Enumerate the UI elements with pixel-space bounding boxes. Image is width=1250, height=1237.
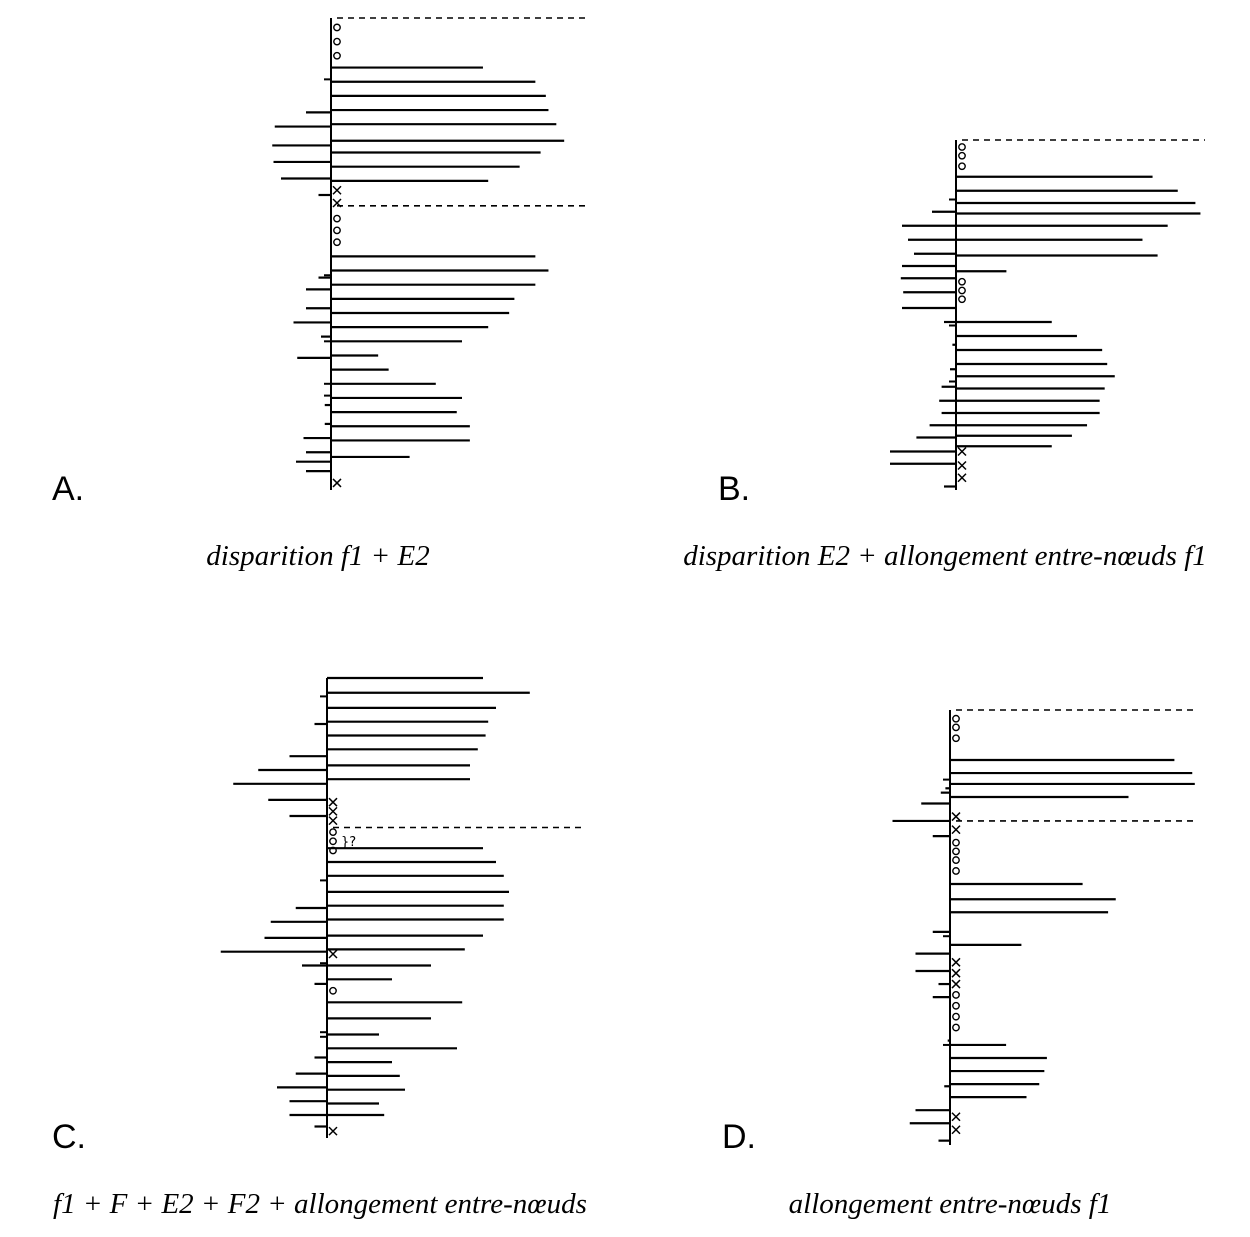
panel-d: D. allongement entre-nœuds f1	[722, 709, 1195, 1220]
circle-marker	[333, 23, 341, 32]
circle-marker	[958, 277, 966, 286]
circle-marker	[952, 734, 960, 743]
circle-marker	[952, 714, 960, 723]
circle-marker	[952, 847, 960, 856]
circle-marker	[329, 837, 337, 846]
circle-marker	[952, 856, 960, 864]
circle-marker	[952, 838, 960, 847]
panel-b-caption: disparition E2 + allongement entre-nœuds…	[683, 540, 1207, 572]
cross-marker	[951, 825, 961, 835]
cross-marker	[332, 185, 342, 195]
cross-marker	[328, 1126, 338, 1136]
cross-marker	[951, 1125, 961, 1135]
panel-a-caption: disparition f1 + E2	[206, 540, 429, 572]
circle-marker	[329, 986, 337, 995]
cross-marker	[951, 957, 961, 967]
cross-marker	[332, 478, 342, 488]
circle-marker	[952, 723, 960, 732]
panel-c-caption: f1 + F + E2 + F2 + allongement entre-nœu…	[53, 1188, 587, 1220]
cross-marker	[328, 816, 338, 826]
cross-marker	[328, 949, 338, 959]
circle-marker	[958, 295, 966, 304]
panel-d-diagram	[892, 709, 1195, 1145]
panel-c-letter: C.	[52, 1118, 86, 1156]
cross-marker	[328, 806, 338, 816]
circle-marker	[333, 37, 341, 46]
cross-marker	[957, 460, 967, 471]
circle-marker	[958, 286, 966, 295]
circle-marker	[333, 238, 341, 247]
circle-marker	[329, 846, 337, 855]
cross-marker	[951, 979, 961, 989]
cross-marker	[328, 797, 338, 807]
cross-marker	[951, 812, 961, 822]
cross-marker	[957, 446, 967, 457]
panel-b-diagram	[890, 139, 1205, 490]
panel-d-caption: allongement entre-nœuds f1	[789, 1188, 1112, 1220]
circle-marker	[952, 1023, 960, 1032]
circle-marker	[958, 143, 966, 151]
circle-marker	[952, 1001, 960, 1010]
panel-d-letter: D.	[722, 1118, 756, 1156]
circle-marker	[333, 214, 341, 223]
circle-marker	[958, 162, 966, 171]
cross-marker	[951, 968, 961, 978]
circle-marker	[952, 991, 960, 999]
bracket-annotation: }?	[341, 835, 356, 850]
circle-marker	[329, 828, 337, 836]
circle-marker	[958, 151, 966, 160]
panel-b-letter: B.	[718, 470, 750, 508]
panel-a-diagram	[272, 17, 590, 490]
cross-marker	[332, 198, 342, 208]
panel-b: B. disparition E2 + allongement entre-nœ…	[683, 139, 1207, 572]
panel-a-letter: A.	[52, 470, 84, 508]
circle-marker	[952, 1012, 960, 1021]
cross-marker	[957, 473, 967, 483]
panel-c-diagram: }?	[220, 676, 583, 1138]
cross-marker	[951, 1112, 961, 1122]
circle-marker	[333, 51, 341, 60]
circle-marker	[952, 867, 960, 875]
panel-a: A. disparition f1 + E2	[52, 17, 590, 572]
circle-marker	[333, 226, 341, 235]
panel-c: }? C. f1 + F + E2 + F2 + allongement ent…	[52, 676, 587, 1220]
